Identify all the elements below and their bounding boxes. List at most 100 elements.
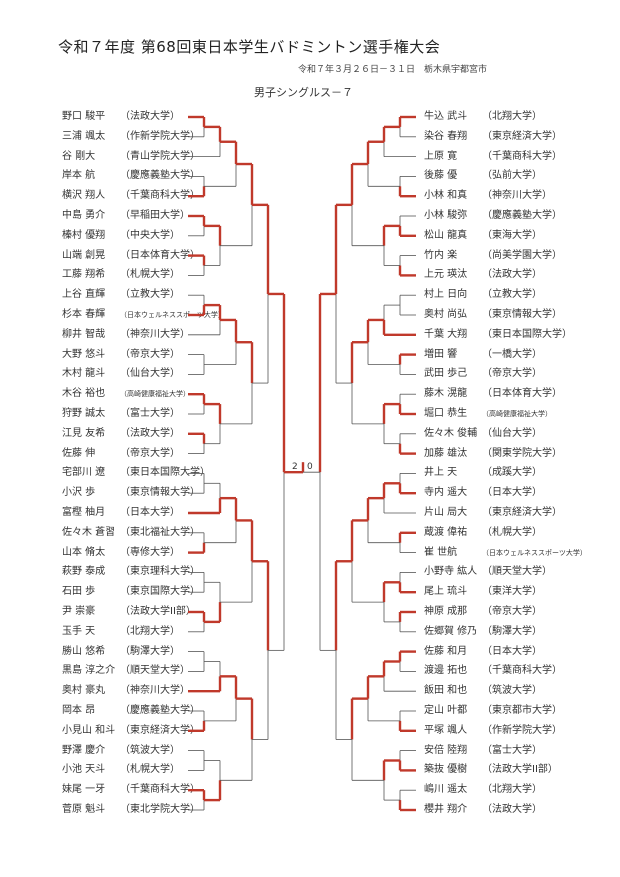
date-venue: 令和７年３月２６日－３１日 栃木県宇都宮市 (298, 65, 488, 75)
left-player-row: 岸本 航 （慶應義塾大学） (62, 169, 200, 183)
right-player-row: 井上 天 （成蹊大学） (424, 466, 542, 480)
left-player-row: 杉本 春輝 （日本ウェルネススポーツ大学） (62, 308, 225, 322)
left-player-row: 佐々木 蒼習 （東北福祉大学） (62, 526, 200, 540)
right-player-row: 渡邊 拓也 （千葉商科大学） (424, 664, 562, 678)
left-player-row: 上谷 直輝 （立教大学） (62, 288, 180, 302)
left-player-row: 佐藤 伸 （帝京大学） (62, 447, 180, 461)
tournament-title: 令和７年度 第68回東日本学生バドミントン選手権大会 (58, 38, 441, 56)
player-school: （成蹊大学） (482, 467, 542, 479)
player-school: （帝京大学） (120, 447, 180, 459)
player-school: （中央大学） (120, 229, 180, 241)
player-name: 黒島 淳之介 (62, 665, 116, 677)
final-score-right: 0 (307, 462, 313, 472)
player-name: 大野 悠斗 (62, 348, 106, 360)
player-school: （法政大学） (120, 111, 180, 122)
right-player-row: 武田 歩己 （帝京大学） (424, 367, 542, 381)
player-name: 山本 脩太 (62, 546, 106, 558)
player-name: 加藤 雄汰 (424, 447, 468, 459)
player-name: 尾上 琉斗 (424, 586, 468, 598)
left-player-row: 山端 創晃 （日本体育大学） (62, 249, 200, 263)
player-school: （立教大学） (482, 289, 542, 301)
left-player-row: 野口 駿平 （法政大学） (62, 110, 180, 124)
left-player-row: 妹尾 一牙 （千葉商科大学） (62, 783, 200, 797)
player-school: （富士大学） (482, 744, 542, 756)
player-name: 築抜 優樹 (424, 764, 468, 776)
left-player-row: 三浦 颯太 （作新学院大学） (62, 130, 200, 144)
player-school: （高崎健康福祉大学） (482, 410, 552, 418)
player-school: （東京都市大学） (482, 705, 562, 716)
player-name: 小林 駿弥 (424, 210, 468, 221)
player-name: 藤木 滉龍 (424, 388, 468, 400)
left-player-row: 黒島 淳之介 （順天堂大学） (62, 664, 190, 678)
left-player-row: 奥村 豪丸 （神奈川大学） (62, 684, 190, 698)
player-name: 富樫 柚月 (62, 507, 106, 518)
right-player-row: 築抜 優樹 （法政大学II部） (424, 763, 558, 777)
player-school: （慶應義塾大学） (482, 210, 562, 221)
player-name: 平塚 颯人 (424, 724, 468, 736)
right-player-row: 牛込 武斗 （北翔大学） (424, 110, 542, 124)
player-name: 野澤 慶介 (62, 744, 106, 756)
left-player-row: 石田 歩 （東京国際大学） (62, 585, 200, 599)
right-player-row: 片山 局大 （東京経済大学） (424, 506, 562, 520)
player-name: 山端 創晃 (62, 249, 106, 261)
player-school: （弘前大学） (482, 170, 542, 182)
player-name: 谷 剛大 (62, 150, 96, 162)
player-school: （法政大学II部） (120, 606, 196, 617)
player-name: 佐藤 和月 (424, 645, 468, 657)
player-name: 安倍 陸翔 (424, 744, 468, 756)
left-player-row: 萩野 泰成 （東京理科大学） (62, 565, 200, 579)
left-player-row: 木村 龍斗 （仙台大学） (62, 367, 180, 381)
player-name: 萩野 泰成 (62, 566, 106, 578)
left-player-row: 野澤 慶介 （筑波大学） (62, 744, 180, 758)
player-name: 小林 和真 (424, 190, 468, 202)
left-player-row: 大野 悠斗 （帝京大学） (62, 348, 180, 362)
player-name: 櫻井 翔介 (424, 804, 468, 815)
player-name: 佐藤 伸 (62, 447, 96, 459)
player-school: （千葉商科大学） (482, 150, 562, 162)
player-name: 宅部川 遼 (62, 467, 106, 479)
player-name: 勝山 悠希 (62, 645, 106, 657)
player-name: 嶋川 遥太 (424, 784, 468, 796)
player-school: （東京経済大学） (482, 130, 562, 142)
player-school: （専修大学） (120, 546, 180, 558)
player-school: （東北学院大学） (120, 804, 200, 815)
right-player-row: 蔵渡 偉祐 （札幌大学） (424, 526, 542, 540)
player-school: （日本体育大学） (482, 388, 562, 400)
player-name: 玉手 天 (62, 625, 96, 637)
left-player-row: 玉手 天 （北翔大学） (62, 625, 180, 639)
player-name: 渡邊 拓也 (424, 665, 468, 677)
player-name: 村上 日向 (424, 289, 468, 301)
player-name: 増田 響 (424, 348, 458, 360)
player-school: （日本大学） (120, 507, 180, 518)
player-school: （仙台大学） (482, 427, 542, 439)
player-school: （順天堂大学） (120, 665, 190, 677)
player-school: （帝京大学） (482, 368, 542, 380)
player-name: 佐々木 蒼習 (62, 526, 116, 538)
left-player-row: 尹 崇豪 （法政大学II部） (62, 605, 196, 619)
player-name: 佐郷賀 修乃 (424, 625, 478, 637)
player-school: （作新学院大学） (120, 130, 200, 142)
right-player-row: 増田 響 （一橋大学） (424, 348, 542, 362)
player-school: （帝京大学） (120, 348, 180, 360)
player-name: 奥村 尚弘 (424, 309, 468, 320)
left-player-row: 岡本 昂 （慶應義塾大学） (62, 704, 200, 718)
player-name: 堀口 恭生 (424, 408, 468, 419)
player-school: （千葉商科大学） (120, 190, 200, 202)
player-school: （立教大学） (120, 289, 180, 301)
player-name: 木村 龍斗 (62, 368, 106, 380)
player-school: （作新学院大学） (482, 724, 562, 736)
player-school: （神奈川大学） (482, 190, 552, 202)
left-player-row: 榛村 優翔 （中央大学） (62, 229, 180, 243)
player-name: 崔 世航 (424, 546, 458, 558)
right-player-row: 堀口 恭生 （高崎健康福祉大学） (424, 407, 552, 421)
left-player-row: 谷 剛大 （青山学院大学） (62, 150, 200, 164)
player-name: 染谷 春翔 (424, 130, 468, 142)
player-name: 上元 瑛汰 (424, 269, 468, 281)
player-school: （東京経済大学） (482, 507, 562, 518)
right-player-row: 村上 日向 （立教大学） (424, 288, 542, 302)
right-player-row: 奥村 尚弘 （東京情報大学） (424, 308, 562, 322)
player-school: （日本大学） (482, 487, 542, 499)
right-player-row: 竹内 楽 （尚美学園大学） (424, 249, 562, 263)
left-player-row: 柳井 智哉 （神奈川大学） (62, 328, 190, 342)
player-name: 小池 天斗 (62, 764, 106, 776)
